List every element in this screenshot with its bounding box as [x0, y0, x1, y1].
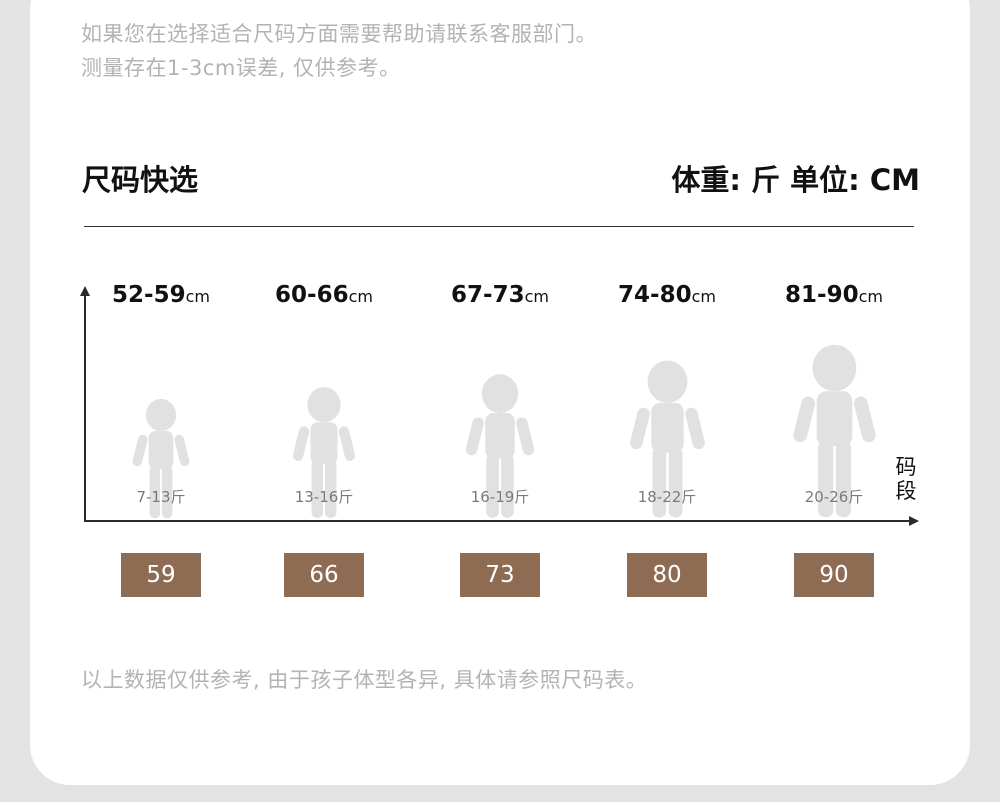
- x-axis: [84, 520, 912, 522]
- size-tag: 66: [284, 553, 364, 597]
- height-range: 67-73cm: [425, 282, 575, 308]
- weight-range: 7-13斤: [136, 488, 186, 506]
- height-unit: cm: [691, 287, 716, 306]
- height-value: 52-59: [112, 282, 186, 308]
- height-unit: cm: [348, 287, 373, 306]
- size-tag: 80: [627, 553, 707, 597]
- height-value: 60-66: [275, 282, 349, 308]
- child-figure-icon: [630, 360, 705, 518]
- height-range: 74-80cm: [592, 282, 742, 308]
- size-tag: 59: [121, 553, 201, 597]
- height-unit: cm: [524, 287, 549, 306]
- x-axis-label: 码段: [895, 455, 917, 503]
- unit-info: 体重: 斤 单位: CM: [671, 163, 920, 197]
- height-range: 81-90cm: [759, 282, 909, 308]
- weight-range: 13-16斤: [294, 488, 354, 506]
- weight-range: 18-22斤: [637, 488, 697, 506]
- y-axis: [84, 292, 86, 522]
- height-unit: cm: [858, 287, 883, 306]
- height-value: 81-90: [785, 282, 859, 308]
- section-title: 尺码快选: [82, 163, 199, 197]
- height-value: 67-73: [451, 282, 525, 308]
- child-figure-icon: [793, 344, 876, 518]
- weight-range: 16-19斤: [470, 488, 530, 506]
- size-column: 74-80cm 18-22斤 80: [592, 280, 742, 600]
- child-figure-icon: [132, 398, 190, 519]
- size-column: 81-90cm 20-26斤 90: [759, 280, 909, 600]
- size-tag: 90: [794, 553, 874, 597]
- size-column: 60-66cm 13-16斤 66: [249, 280, 399, 600]
- height-value: 74-80: [618, 282, 692, 308]
- height-range: 52-59cm: [86, 282, 236, 308]
- y-axis-arrow-icon: [80, 286, 90, 296]
- size-column: 52-59cm 7-13斤 59: [86, 280, 236, 600]
- divider: [84, 226, 914, 227]
- footnote: 以上数据仅供参考, 由于孩子体型各异, 具体请参照尺码表。: [81, 668, 648, 692]
- x-axis-arrow-icon: [909, 516, 919, 526]
- height-unit: cm: [185, 287, 210, 306]
- height-range: 60-66cm: [249, 282, 399, 308]
- weight-range: 20-26斤: [804, 488, 864, 506]
- intro-note-line2: 测量存在1-3cm误差, 仅供参考。: [81, 56, 401, 80]
- size-tag: 73: [460, 553, 540, 597]
- intro-note-line1: 如果您在选择适合尺码方面需要帮助请联系客服部门。: [81, 22, 597, 46]
- size-column: 67-73cm 16-19斤 73: [425, 280, 575, 600]
- child-figure-icon: [292, 387, 356, 518]
- child-figure-icon: [465, 374, 535, 518]
